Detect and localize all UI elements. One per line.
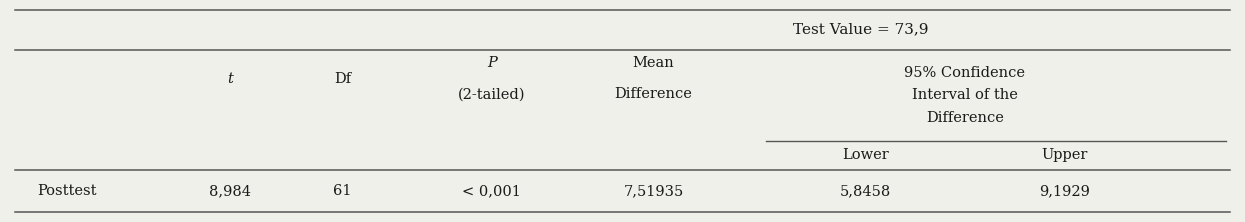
Text: 7,51935: 7,51935: [624, 184, 684, 198]
Text: Difference: Difference: [926, 111, 1003, 125]
Text: < 0,001: < 0,001: [462, 184, 522, 198]
Text: P: P: [487, 56, 497, 70]
Text: Lower: Lower: [842, 148, 889, 163]
Text: 95% Confidence: 95% Confidence: [904, 66, 1026, 80]
Text: Posttest: Posttest: [37, 184, 97, 198]
Text: Test Value = 73,9: Test Value = 73,9: [793, 22, 929, 36]
Text: t: t: [228, 72, 233, 86]
Text: 9,1929: 9,1929: [1040, 184, 1089, 198]
Text: 61: 61: [334, 184, 351, 198]
Text: (2-tailed): (2-tailed): [458, 87, 525, 101]
Text: Mean: Mean: [632, 56, 675, 70]
Text: Df: Df: [334, 72, 351, 86]
Text: Difference: Difference: [615, 87, 692, 101]
Text: Interval of the: Interval of the: [911, 88, 1018, 103]
Text: 8,984: 8,984: [209, 184, 251, 198]
Text: Upper: Upper: [1041, 148, 1088, 163]
Text: 5,8458: 5,8458: [839, 184, 891, 198]
